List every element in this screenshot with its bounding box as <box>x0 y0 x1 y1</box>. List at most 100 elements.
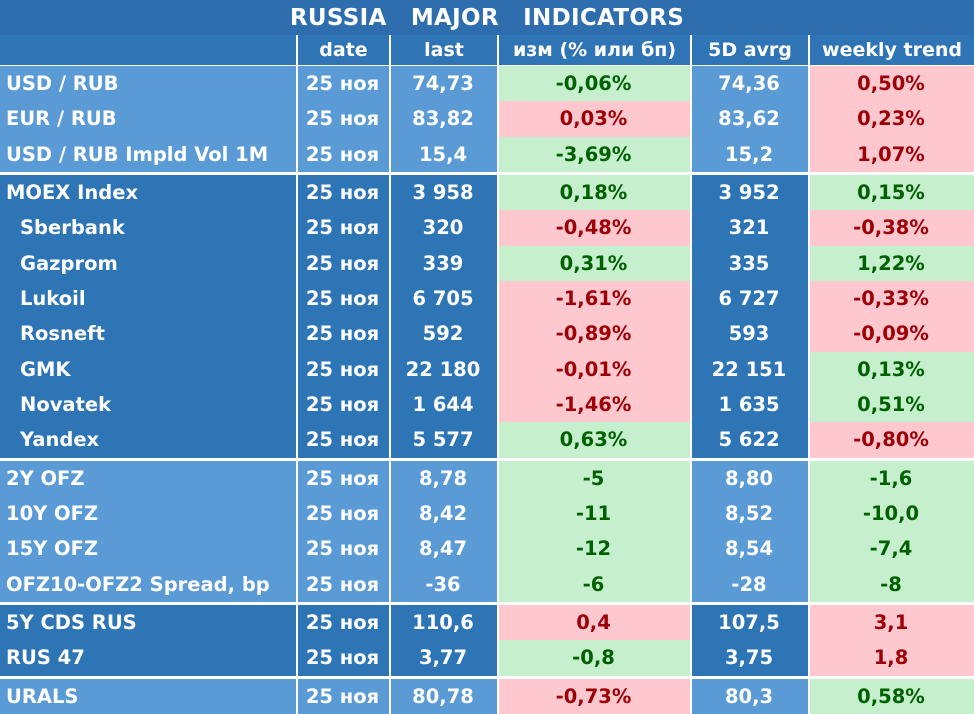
avg-cell: 321 <box>690 210 808 246</box>
weekly-trend-cell: 0,51% <box>808 386 974 423</box>
indicator-name: GMK <box>0 351 296 387</box>
date-cell: 25 ноя <box>296 386 389 423</box>
column-divider <box>389 386 391 423</box>
date-cell: 25 ноя <box>296 174 389 211</box>
column-divider <box>690 604 692 641</box>
column-divider <box>690 386 692 423</box>
indicator-name: EUR / RUB <box>0 101 296 137</box>
header-change: изм (% или бп) <box>497 35 690 65</box>
column-divider <box>808 174 810 211</box>
header-row: date last изм (% или бп) 5D avrg weekly … <box>0 35 974 65</box>
last-cell: -36 <box>389 566 497 602</box>
change-cell: -12 <box>497 531 690 567</box>
column-divider <box>690 174 692 211</box>
table-row: 5Y CDS RUS 25 ноя 110,6 0,4 107,5 3,1 <box>0 604 974 641</box>
date-cell: 25 ноя <box>296 566 389 602</box>
column-divider <box>497 66 499 102</box>
change-cell: -1,46% <box>497 386 690 423</box>
date-cell: 25 ноя <box>296 66 389 102</box>
column-divider <box>690 66 692 102</box>
change-cell: -3,69% <box>497 136 690 172</box>
weekly-trend-cell: -7,4 <box>808 531 974 567</box>
header-5d-avg: 5D avrg <box>690 35 808 65</box>
weekly-trend-cell: 0,15% <box>808 174 974 211</box>
column-divider <box>808 495 810 532</box>
last-cell: 5 577 <box>389 422 497 458</box>
indicator-name: USD / RUB Impld Vol 1M <box>0 136 296 172</box>
last-cell: 74,73 <box>389 66 497 102</box>
column-divider <box>296 460 298 496</box>
column-divider <box>808 531 810 567</box>
column-divider <box>389 245 391 281</box>
column-divider <box>808 210 810 246</box>
table-row: RUS 47 25 ноя 3,77 -0,8 3,75 1,8 <box>0 640 974 676</box>
last-cell: 8,42 <box>389 495 497 532</box>
last-cell: 592 <box>389 316 497 352</box>
column-divider <box>497 316 499 352</box>
change-cell: -0,89% <box>497 316 690 352</box>
indicator-name: Novatek <box>0 386 296 423</box>
change-cell: 0,18% <box>497 174 690 211</box>
column-divider <box>690 495 692 532</box>
column-divider <box>296 316 298 352</box>
avg-cell: 8,52 <box>690 495 808 532</box>
date-cell: 25 ноя <box>296 245 389 281</box>
column-divider <box>389 316 391 352</box>
last-cell: 22 180 <box>389 351 497 387</box>
weekly-trend-cell: -0,33% <box>808 280 974 317</box>
column-divider <box>389 351 391 387</box>
column-divider <box>808 460 810 496</box>
table-row: MOEX Index 25 ноя 3 958 0,18% 3 952 0,15% <box>0 174 974 211</box>
column-divider <box>808 604 810 641</box>
column-divider <box>808 280 810 317</box>
avg-cell: 74,36 <box>690 66 808 102</box>
indicator-name: URALS <box>0 678 296 714</box>
avg-cell: 3 952 <box>690 174 808 211</box>
change-cell: -0,48% <box>497 210 690 246</box>
avg-cell: 5 622 <box>690 422 808 458</box>
column-divider <box>497 101 499 137</box>
column-divider <box>497 678 499 714</box>
last-cell: 8,78 <box>389 460 497 496</box>
column-divider <box>389 280 391 317</box>
indicator-name: Rosneft <box>0 316 296 352</box>
last-cell: 8,47 <box>389 531 497 567</box>
table-row: OFZ10-OFZ2 Spread, bp 25 ноя -36 -6 -28 -8 <box>0 566 974 602</box>
date-cell: 25 ноя <box>296 460 389 496</box>
column-divider <box>296 351 298 387</box>
column-divider <box>497 280 499 317</box>
last-cell: 15,4 <box>389 136 497 172</box>
column-divider <box>389 604 391 641</box>
change-cell: 0,63% <box>497 422 690 458</box>
header-date: date <box>296 35 389 65</box>
column-divider <box>296 386 298 423</box>
date-cell: 25 ноя <box>296 678 389 714</box>
date-cell: 25 ноя <box>296 280 389 317</box>
indicator-name: Gazprom <box>0 245 296 281</box>
avg-cell: 8,54 <box>690 531 808 567</box>
date-cell: 25 ноя <box>296 210 389 246</box>
column-divider <box>497 210 499 246</box>
change-cell: -5 <box>497 460 690 496</box>
table-row: EUR / RUB 25 ноя 83,82 0,03% 83,62 0,23% <box>0 101 974 137</box>
table-row: Novatek 25 ноя 1 644 -1,46% 1 635 0,51% <box>0 386 974 423</box>
indicator-name: OFZ10-OFZ2 Spread, bp <box>0 566 296 602</box>
date-cell: 25 ноя <box>296 351 389 387</box>
column-divider <box>296 245 298 281</box>
last-cell: 339 <box>389 245 497 281</box>
column-divider <box>808 101 810 137</box>
column-divider <box>296 210 298 246</box>
column-divider <box>497 422 499 458</box>
last-cell: 80,78 <box>389 678 497 714</box>
last-cell: 83,82 <box>389 101 497 137</box>
table-row: 10Y OFZ 25 ноя 8,42 -11 8,52 -10,0 <box>0 495 974 532</box>
weekly-trend-cell: 1,07% <box>808 136 974 172</box>
weekly-trend-cell: -10,0 <box>808 495 974 532</box>
column-divider <box>296 531 298 567</box>
avg-cell: 3,75 <box>690 640 808 676</box>
column-divider <box>497 566 499 602</box>
column-divider <box>497 351 499 387</box>
avg-cell: 80,3 <box>690 678 808 714</box>
column-divider <box>497 386 499 423</box>
weekly-trend-cell: -1,6 <box>808 460 974 496</box>
